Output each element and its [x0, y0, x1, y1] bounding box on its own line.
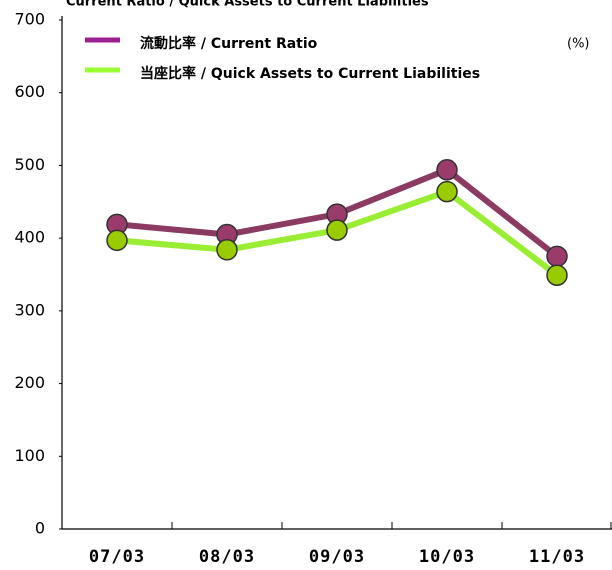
y-tick-label: 100	[14, 446, 45, 465]
x-tick-label: 09/03	[309, 547, 365, 567]
point	[326, 219, 348, 241]
chart-title: Current Ratio / Quick Assets to Current …	[66, 0, 429, 10]
point	[216, 239, 238, 261]
point	[436, 180, 458, 203]
y-tick-label: 700	[14, 10, 45, 29]
x-tick-label: 10/03	[419, 547, 475, 567]
y-tick-label: 400	[14, 228, 45, 247]
legend-label: 当座比率 / Quick Assets to Current Liabiliti…	[140, 65, 480, 82]
point	[546, 264, 568, 286]
y-tick-label: 0	[35, 519, 45, 538]
x-tick-label: 08/03	[199, 547, 255, 567]
y-tick-label: 200	[14, 373, 45, 392]
point	[106, 229, 128, 252]
x-tick-label: 11/03	[529, 547, 585, 567]
point	[546, 245, 568, 268]
unit-label: (%)	[567, 37, 590, 52]
legend-label: 流動比率 / Current Ratio	[140, 35, 318, 52]
y-tick-label: 300	[14, 300, 45, 319]
y-tick-label: 600	[14, 82, 45, 101]
y-tick-label: 500	[14, 155, 45, 174]
point	[436, 159, 458, 181]
x-tick-label: 07/03	[89, 547, 145, 567]
